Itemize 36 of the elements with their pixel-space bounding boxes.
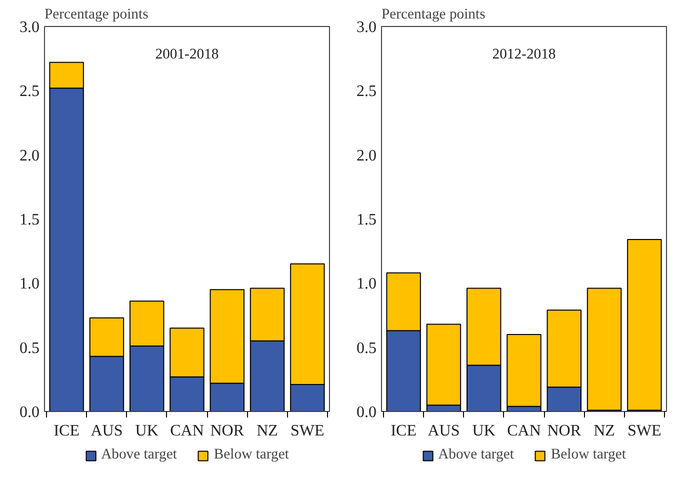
y-tick-label: 1.5	[20, 212, 40, 228]
x-tick-label: NOR	[547, 422, 582, 440]
y-tick-label: 1.5	[356, 212, 376, 228]
x-tick-label: AUS	[90, 422, 123, 440]
y-tick-label: 2.0	[356, 147, 376, 164]
y-tick-label: 1.0	[20, 276, 40, 293]
y-tick-label: 0.0	[356, 404, 376, 421]
y-axis-title: Percentage points	[44, 6, 149, 22]
text: 2001-2018	[155, 46, 219, 62]
x-tick-label: SWE	[628, 422, 662, 440]
y-tick-label: 3.0	[20, 19, 40, 36]
legend-label: Below target	[550, 446, 626, 464]
x-tick-label: SWE	[290, 422, 324, 440]
y-axis-title: Percentage points	[382, 6, 486, 22]
x-tick-label: NZ	[256, 422, 278, 440]
x-tick-label: ICE	[390, 422, 416, 440]
y-tick-label: 2.5	[356, 83, 376, 100]
legend-label: Below target	[214, 446, 289, 464]
y-tick-label: 2.5	[20, 83, 40, 100]
legend-label: Above target	[438, 446, 514, 464]
text: 2012-2018	[492, 46, 556, 62]
legend-label: Above target	[101, 446, 177, 464]
y-tick-label: 0.5	[356, 340, 376, 357]
x-tick-label: CAN	[507, 422, 542, 440]
y-tick-label: 1.0	[356, 276, 376, 293]
x-tick-label: ICE	[54, 422, 80, 440]
y-tick-label: 0.0	[20, 404, 40, 421]
y-tick-label: 3.0	[356, 19, 376, 36]
x-tick-label: NOR	[210, 422, 244, 440]
x-tick-label: CAN	[170, 422, 204, 440]
x-tick-label: UK	[135, 422, 159, 440]
x-tick-label: UK	[472, 422, 496, 440]
y-tick-label: 0.5	[20, 340, 40, 357]
x-tick-label: AUS	[428, 422, 460, 440]
x-tick-label: NZ	[594, 422, 615, 440]
y-tick-label: 2.0	[20, 147, 40, 164]
